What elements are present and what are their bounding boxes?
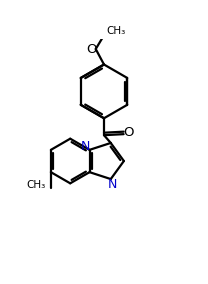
Text: N: N [108,178,117,191]
Text: N: N [81,140,90,153]
Text: O: O [124,126,134,139]
Text: CH₃: CH₃ [26,180,46,190]
Text: CH₃: CH₃ [107,26,126,36]
Text: O: O [86,43,97,56]
